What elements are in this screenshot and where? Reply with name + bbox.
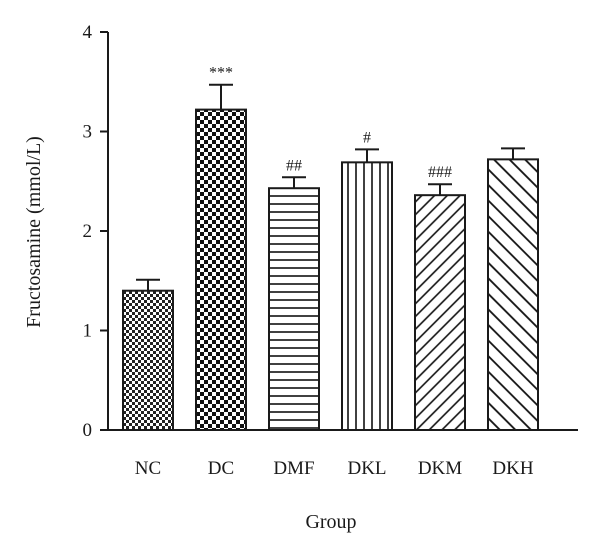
bar-dkm bbox=[414, 194, 466, 431]
y-axis-label: Fructosamine (mmol/L) bbox=[23, 136, 45, 328]
significance-label: *** bbox=[209, 65, 233, 82]
significance-label: ### bbox=[428, 164, 452, 181]
significance-label: ## bbox=[286, 157, 302, 174]
x-axis-label: Group bbox=[305, 511, 356, 533]
plot-area: 0 1 2 3 4 NC DC *** DMF ## DKL # DKM ### DKH bbox=[83, 22, 578, 479]
bar-nc bbox=[122, 289, 174, 432]
x-tick-label: DC bbox=[208, 458, 234, 479]
x-tick-label: DKL bbox=[347, 458, 386, 479]
x-tick-label: DKM bbox=[418, 458, 462, 479]
bar-dmf bbox=[268, 187, 320, 431]
x-tick-label: DMF bbox=[273, 458, 314, 479]
x-tick-label: DKH bbox=[492, 458, 533, 479]
bar-dc bbox=[195, 108, 247, 432]
x-tick-label: NC bbox=[135, 458, 161, 479]
y-tick-label: 3 bbox=[83, 122, 93, 143]
y-tick-label: 1 bbox=[83, 321, 93, 342]
y-tick-label: 4 bbox=[83, 22, 93, 43]
bar-dkh bbox=[487, 158, 539, 432]
significance-label: # bbox=[363, 129, 371, 146]
y-tick-label: 0 bbox=[83, 420, 93, 441]
y-tick-label: 2 bbox=[83, 221, 93, 242]
bar-dkl bbox=[341, 161, 393, 431]
